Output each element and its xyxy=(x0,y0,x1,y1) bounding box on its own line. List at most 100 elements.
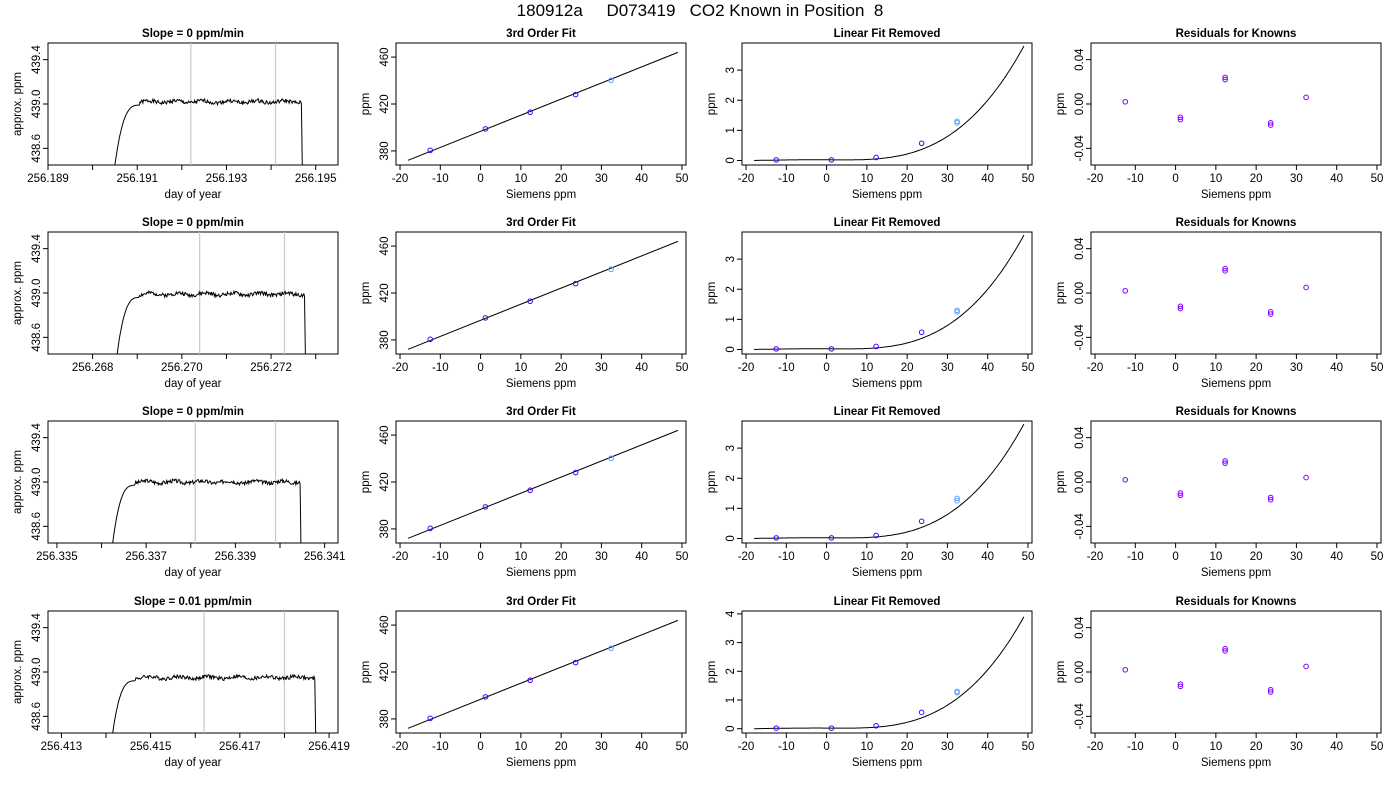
x-tick-label: 0 xyxy=(1172,173,1178,185)
x-tick-label: 0 xyxy=(477,741,483,753)
panel-title: Residuals for Knowns xyxy=(1176,406,1297,418)
data-point xyxy=(954,118,960,125)
data-point xyxy=(1122,287,1129,294)
x-tick-label: 10 xyxy=(514,362,527,374)
y-axis-label: ppm xyxy=(1055,93,1067,115)
x-axis-label: day of year xyxy=(165,757,222,769)
data-point xyxy=(527,487,533,494)
x-tick-label: -20 xyxy=(738,551,755,563)
panel-title: Linear Fit Removed xyxy=(834,28,941,40)
x-tick-label: 20 xyxy=(901,362,914,374)
panel-title: Slope = 0 ppm/min xyxy=(142,217,244,229)
x-tick-label: -10 xyxy=(432,741,449,753)
x-tick-label: -10 xyxy=(1127,173,1144,185)
plot-frame xyxy=(47,610,339,734)
x-tick-label: 10 xyxy=(514,173,527,185)
y-tick-label: 2 xyxy=(725,668,737,674)
data-point xyxy=(608,455,614,462)
x-tick-label: 256.337 xyxy=(125,551,167,563)
y-tick-label: 420 xyxy=(379,662,391,681)
plot-area xyxy=(112,611,317,733)
x-tick-label: 10 xyxy=(860,173,873,185)
y-tick-label: 438.6 xyxy=(31,512,43,541)
x-tick-label: 50 xyxy=(676,741,689,753)
x-tick-label: 40 xyxy=(1330,741,1343,753)
x-tick-label: 30 xyxy=(595,551,608,563)
y-axis-label: ppm xyxy=(1055,471,1067,493)
y-tick-label: 439.4 xyxy=(31,234,43,263)
y-tick-label: 380 xyxy=(379,330,391,349)
plot-frame xyxy=(1090,231,1382,355)
plot-frame xyxy=(741,420,1033,544)
x-tick-label: 0 xyxy=(823,362,829,374)
x-tick-label: 50 xyxy=(676,362,689,374)
data-point xyxy=(828,157,835,163)
y-axis-label: ppm xyxy=(360,661,372,683)
panel-r2c3: Linear Fit Removed -20 -10 0 10 20 30 40 50 0 1 2 3 S… xyxy=(706,217,1034,390)
panel-r3c3: Linear Fit Removed -20 -10 0 10 20 30 40 50 0 1 2 3 S… xyxy=(706,406,1034,579)
x-tick-label: 10 xyxy=(1209,741,1222,753)
data-point xyxy=(1122,476,1129,483)
plot-frame xyxy=(1090,42,1382,166)
fit-curve xyxy=(754,423,1025,539)
x-tick-label: 10 xyxy=(860,551,873,563)
x-tick-label: 20 xyxy=(555,173,568,185)
y-axis-label: ppm xyxy=(1055,661,1067,683)
data-point xyxy=(873,723,879,729)
panel-r2c1: Slope = 0 ppm/min 256.268 256.270 256.272 43… xyxy=(12,217,339,390)
plot-area xyxy=(116,232,306,354)
panel-r1c2: 3rd Order Fit -20 -10 0 10 20 30 40 50 380 420 460 S… xyxy=(360,28,688,201)
data-point xyxy=(572,469,579,476)
data-point xyxy=(527,298,533,305)
fit-curve xyxy=(754,45,1025,161)
y-axis-label: approx. ppm xyxy=(12,640,24,704)
panel-r3c1: Slope = 0 ppm/min 256.335 256.337 256.339 25… xyxy=(12,406,345,579)
plot-area xyxy=(407,619,679,729)
x-tick-label: 10 xyxy=(860,362,873,374)
x-tick-label: -20 xyxy=(392,551,409,563)
panel-r4c1: Slope = 0.01 ppm/min 256.413 256.415 256.41… xyxy=(12,596,350,769)
data-point xyxy=(1222,645,1228,652)
plot-area xyxy=(407,51,679,161)
y-axis-label: approx. ppm xyxy=(12,450,24,514)
data-point xyxy=(527,677,533,684)
x-tick-label: 30 xyxy=(1290,362,1303,374)
data-point xyxy=(482,126,489,132)
x-tick-label: 256.339 xyxy=(215,551,257,563)
figure-title: 180912a D073419 CO2 Known in Position 8 xyxy=(516,1,884,20)
data-point xyxy=(1267,311,1274,317)
plot-frame xyxy=(395,42,687,166)
y-tick-label: 2 xyxy=(725,286,737,292)
x-tick-label: 0 xyxy=(477,362,483,374)
x-tick-label: 256.195 xyxy=(295,173,337,185)
panel-title: Linear Fit Removed xyxy=(834,596,941,608)
x-axis-label: Siemens ppm xyxy=(1201,567,1271,579)
y-tick-label: 0.00 xyxy=(1074,93,1086,115)
plot-area xyxy=(1122,265,1309,317)
fit-line xyxy=(407,429,679,539)
y-tick-label: 3 xyxy=(725,445,737,451)
x-tick-label: 40 xyxy=(635,741,648,753)
x-tick-label: 256.413 xyxy=(41,741,83,753)
plot-frame xyxy=(395,610,687,734)
y-axis-label: ppm xyxy=(706,282,718,304)
x-tick-label: 40 xyxy=(981,551,994,563)
x-tick-label: 40 xyxy=(981,362,994,374)
data-point xyxy=(954,307,960,314)
x-tick-label: 40 xyxy=(1330,173,1343,185)
y-tick-label: 420 xyxy=(379,94,391,113)
x-tick-label: 40 xyxy=(635,551,648,563)
y-axis-label: ppm xyxy=(360,471,372,493)
x-tick-label: 256.270 xyxy=(161,362,203,374)
data-point xyxy=(773,346,780,352)
panel-r4c4: Residuals for Knowns -20 -10 0 10 20 30 40 50 -0.… xyxy=(1055,596,1383,769)
data-point xyxy=(918,329,925,336)
data-point xyxy=(1177,305,1184,312)
data-point xyxy=(427,715,434,722)
x-tick-label: 0 xyxy=(1172,551,1178,563)
y-tick-label: 380 xyxy=(379,141,391,160)
data-point xyxy=(1177,683,1184,690)
x-tick-label: -20 xyxy=(1087,173,1104,185)
panel-title: Slope = 0 ppm/min xyxy=(142,406,244,418)
